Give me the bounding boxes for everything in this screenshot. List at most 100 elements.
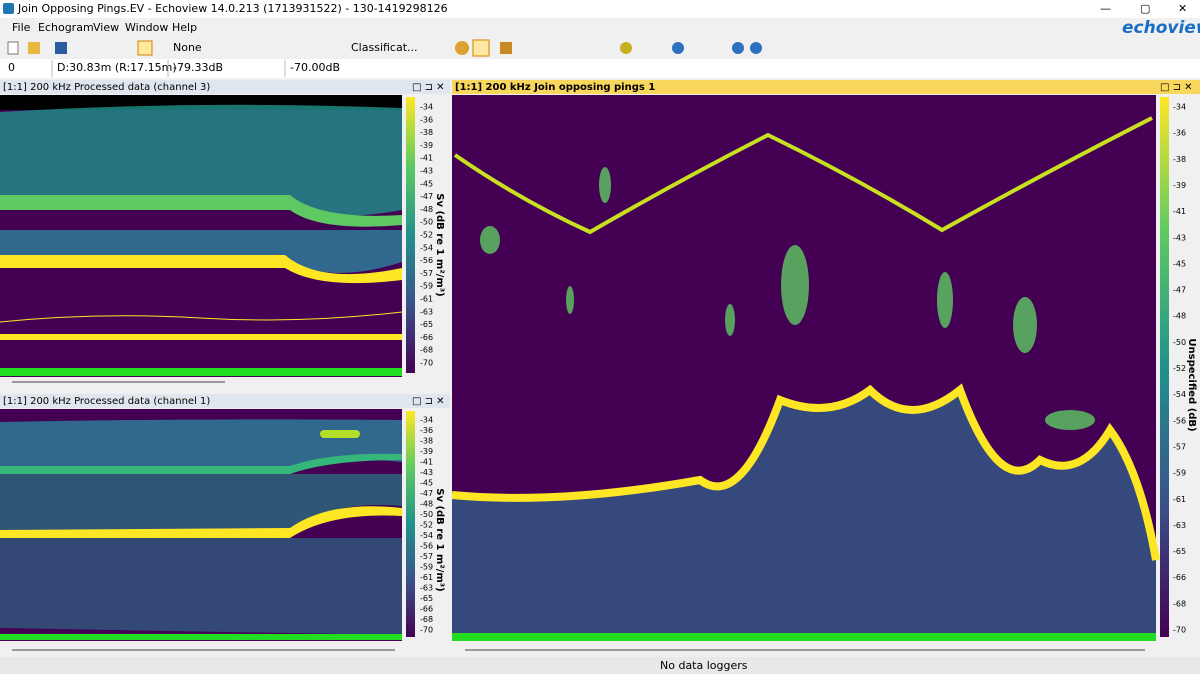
close-button[interactable]: ✕ bbox=[1178, 2, 1187, 15]
scale-tick-label: -43 bbox=[420, 167, 433, 176]
logo: echoview bbox=[1122, 18, 1200, 38]
echo-school bbox=[1045, 410, 1095, 430]
echo-floor bbox=[0, 368, 402, 376]
restore-button[interactable]: ▢ bbox=[1140, 2, 1150, 15]
title-bar bbox=[0, 0, 1200, 18]
save-icon[interactable] bbox=[55, 42, 67, 54]
app-icon bbox=[3, 3, 14, 14]
status-field: D:30.83m (R:17.15m) bbox=[57, 61, 177, 74]
echo-school bbox=[599, 167, 611, 203]
scale-tick-label: -45 bbox=[1173, 259, 1186, 268]
scale-tick-label: -52 bbox=[420, 231, 433, 240]
tool-icon[interactable] bbox=[472, 39, 490, 57]
scale-tick-label: -59 bbox=[1173, 469, 1186, 478]
color-scale bbox=[406, 97, 415, 373]
scale-tick-label: -61 bbox=[420, 573, 433, 582]
zoom-out[interactable] bbox=[750, 42, 762, 54]
scale-tick-label: -70 bbox=[420, 626, 433, 635]
open-icon[interactable] bbox=[28, 42, 40, 54]
scale-tick-label: -65 bbox=[420, 594, 433, 603]
scale-label: Sv (dB re 1 m²/m³) bbox=[434, 488, 445, 592]
scale-tick-label: -43 bbox=[1173, 233, 1186, 242]
scale-tick-label: -34 bbox=[420, 103, 433, 112]
scale-tick-label: -63 bbox=[420, 584, 433, 593]
echo-school bbox=[320, 430, 360, 438]
scale-tick-label: -54 bbox=[1173, 390, 1186, 399]
tool-icon[interactable] bbox=[620, 42, 632, 54]
scale-tick-label: -43 bbox=[420, 468, 433, 477]
panel-title: [1:1] 200 kHz Join opposing pings 1 bbox=[455, 82, 655, 93]
status-field: 0 bbox=[8, 61, 15, 74]
menu-item[interactable]: View bbox=[93, 21, 119, 34]
echo-school bbox=[480, 226, 500, 254]
scale-tick-label: -68 bbox=[420, 615, 433, 624]
menu-item[interactable]: Help bbox=[172, 21, 197, 34]
echo-layer bbox=[0, 538, 402, 635]
scale-tick-label: -56 bbox=[1173, 416, 1186, 425]
minimize-button[interactable]: — bbox=[1100, 2, 1111, 15]
menu-item[interactable]: Echogram bbox=[38, 21, 94, 34]
menu-item[interactable]: File bbox=[12, 21, 31, 34]
panel-2: [1:1] 200 kHz Processed data (channel 1)… bbox=[0, 394, 450, 651]
echo-layer bbox=[0, 453, 402, 474]
echo-bottom bbox=[451, 383, 1160, 561]
scale-tick-label: -68 bbox=[420, 346, 433, 355]
echo-layer bbox=[0, 195, 402, 227]
scale-tick-label: -61 bbox=[1173, 495, 1186, 504]
panel-controls[interactable]: □ ⊐ ✕ bbox=[412, 396, 445, 407]
scale-tick-label: -39 bbox=[1173, 181, 1186, 190]
line-style[interactable]: None bbox=[173, 41, 202, 54]
scale-tick-label: -48 bbox=[420, 205, 433, 214]
tool-icon[interactable] bbox=[500, 42, 512, 54]
panel-controls[interactable]: □ ⊐ ✕ bbox=[412, 82, 445, 93]
panel-controls[interactable]: □ ⊐ ✕ bbox=[1160, 82, 1193, 93]
scale-tick-label: -57 bbox=[420, 269, 433, 278]
scale-tick-label: -54 bbox=[420, 531, 433, 540]
status-field: -70.00dB bbox=[290, 61, 340, 74]
scale-tick-label: -48 bbox=[420, 500, 433, 509]
echo-school bbox=[725, 304, 735, 336]
new-icon[interactable] bbox=[7, 41, 19, 55]
scale-tick-label: -54 bbox=[420, 243, 433, 252]
scale-tick-label: -39 bbox=[420, 447, 433, 456]
scale-tick-label: -70 bbox=[1173, 626, 1186, 635]
scale-tick-label: -59 bbox=[420, 563, 433, 572]
scale-tick-label: -36 bbox=[420, 426, 433, 435]
scale-tick-label: -57 bbox=[420, 552, 433, 561]
status-field: -79.33dB bbox=[173, 61, 223, 74]
tool-icon[interactable] bbox=[672, 42, 684, 54]
echo-layer bbox=[0, 474, 402, 532]
echo-school bbox=[781, 245, 809, 325]
window-title: Join Opposing Pings.EV - Echoview 14.0.2… bbox=[17, 2, 448, 15]
scale-tick-label: -70 bbox=[420, 359, 433, 368]
panel-header bbox=[452, 80, 1200, 94]
echo-line bbox=[0, 334, 402, 340]
color-scale bbox=[1160, 97, 1169, 637]
rect-tool[interactable] bbox=[137, 40, 153, 56]
echo-floor bbox=[452, 633, 1156, 641]
scale-tick-label: -36 bbox=[1173, 129, 1186, 138]
scale-tick-label: -38 bbox=[420, 437, 433, 446]
echo-layer bbox=[0, 419, 402, 470]
scale-tick-label: -56 bbox=[420, 542, 433, 551]
status-text: No data loggers bbox=[660, 659, 748, 672]
zoom-in[interactable] bbox=[732, 42, 744, 54]
scale-tick-label: -59 bbox=[420, 282, 433, 291]
echo-layer bbox=[0, 230, 402, 274]
echo-layer bbox=[0, 506, 402, 538]
scale-tick-label: -66 bbox=[420, 333, 433, 342]
scale-tick-label: -41 bbox=[420, 458, 433, 467]
scale-tick-label: -65 bbox=[1173, 547, 1186, 556]
echo-bottom bbox=[0, 255, 402, 284]
classification[interactable]: Classificat... bbox=[351, 41, 418, 54]
scale-tick-label: -48 bbox=[1173, 312, 1186, 321]
panel-title: [1:1] 200 kHz Processed data (channel 3) bbox=[3, 82, 210, 93]
echo-line bbox=[453, 116, 1153, 235]
echo-seabed bbox=[452, 390, 1156, 640]
echo-layer bbox=[0, 104, 402, 216]
scale-tick-label: -38 bbox=[1173, 155, 1186, 164]
tool-icon[interactable] bbox=[455, 41, 469, 55]
menu-item[interactable]: Window bbox=[125, 21, 168, 34]
panel-1: [1:1] 200 kHz Processed data (channel 3)… bbox=[0, 80, 450, 389]
scale-tick-label: -65 bbox=[420, 320, 433, 329]
